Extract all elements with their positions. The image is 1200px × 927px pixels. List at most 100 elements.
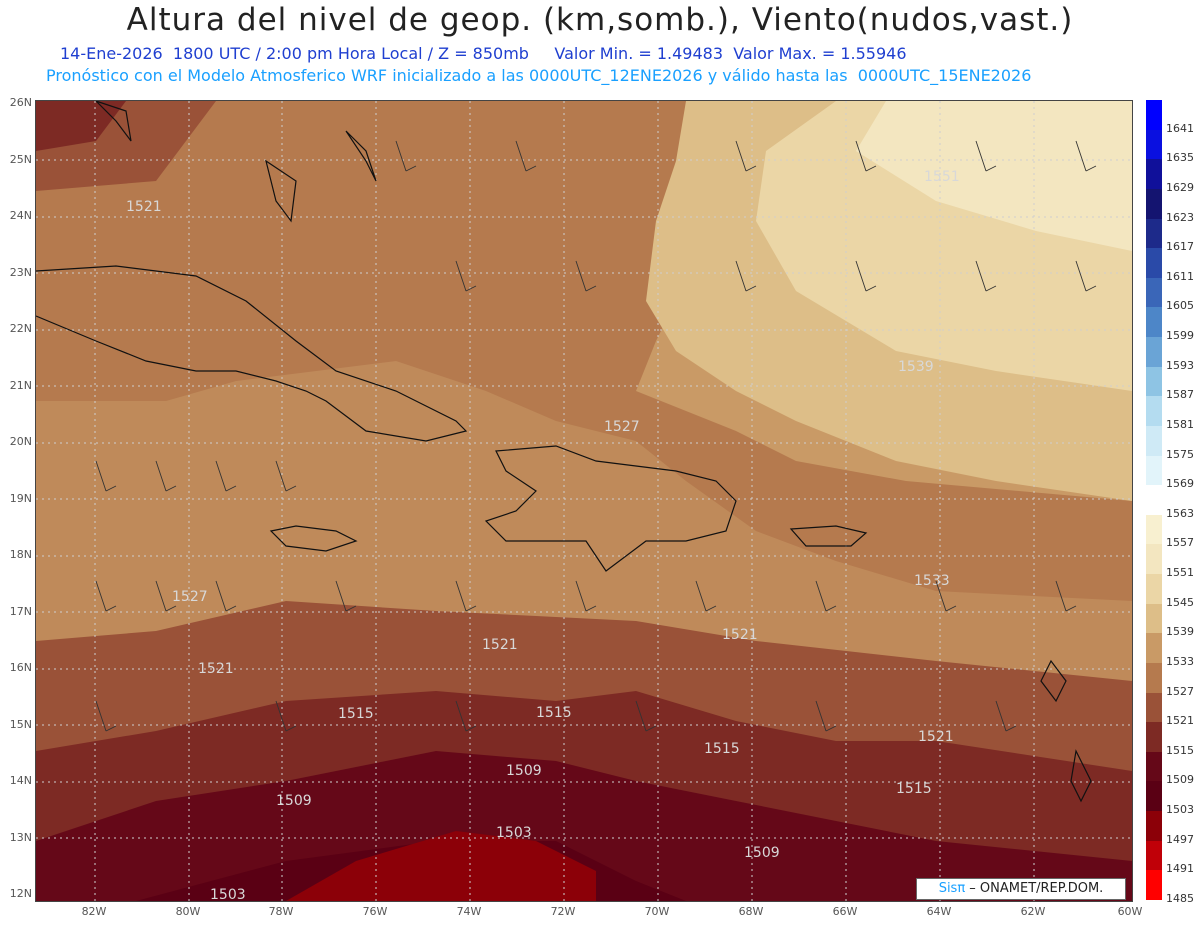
colorbar-label: 1599 bbox=[1166, 329, 1194, 343]
contour-label: 1527 bbox=[172, 589, 208, 605]
colorbar-swatch bbox=[1146, 544, 1162, 575]
lat-label: 23N bbox=[9, 266, 32, 279]
colorbar-label: 1557 bbox=[1166, 536, 1194, 550]
colorbar-swatch bbox=[1146, 129, 1162, 160]
colorbar-label: 1587 bbox=[1166, 388, 1194, 402]
contour-label: 1521 bbox=[482, 637, 518, 653]
lon-label: 82W bbox=[81, 905, 107, 918]
credit-text: – ONAMET/REP.DOM. bbox=[965, 881, 1104, 896]
lon-label: 80W bbox=[175, 905, 201, 918]
contour-label: 1509 bbox=[276, 793, 312, 809]
contour-label: 1515 bbox=[338, 706, 374, 722]
contour-label: 1521 bbox=[198, 661, 234, 677]
colorbar-swatch bbox=[1146, 781, 1162, 812]
colorbar-label: 1533 bbox=[1166, 654, 1194, 668]
map-title: Altura del nivel de geop. (km,somb.), Vi… bbox=[126, 2, 1074, 38]
colorbar-swatch bbox=[1146, 159, 1162, 189]
colorbar-label: 1569 bbox=[1166, 477, 1194, 491]
band-1551 bbox=[856, 101, 1132, 251]
lon-label: 76W bbox=[362, 905, 388, 918]
bahamas-eleuthera bbox=[345, 130, 377, 182]
lat-label: 24N bbox=[9, 209, 32, 222]
colorbar-swatch bbox=[1146, 840, 1162, 871]
lon-label: 68W bbox=[738, 905, 764, 918]
colorbar-label: 1491 bbox=[1166, 862, 1194, 876]
colorbar-swatch bbox=[1146, 337, 1162, 367]
lon-label: 64W bbox=[926, 905, 952, 918]
colorbar-swatch bbox=[1146, 662, 1162, 693]
colorbar-label: 1509 bbox=[1166, 773, 1194, 787]
lat-label: 15N bbox=[9, 718, 32, 731]
colorbar-label: 1641 bbox=[1166, 121, 1194, 135]
band-1515-north bbox=[36, 101, 126, 151]
contour-label: 1527 bbox=[604, 419, 640, 435]
colorbar-swatch bbox=[1146, 485, 1162, 515]
band-1497-south bbox=[286, 831, 596, 901]
colorbar-swatch bbox=[1146, 514, 1162, 545]
colorbar-label: 1575 bbox=[1166, 447, 1194, 461]
colorbar-label: 1605 bbox=[1166, 299, 1194, 313]
wind-barbs bbox=[95, 140, 1097, 732]
lat-label: 16N bbox=[9, 661, 32, 674]
colorbar-label: 1545 bbox=[1166, 595, 1194, 609]
colorbar-label: 1617 bbox=[1166, 240, 1194, 254]
lon-label: 70W bbox=[644, 905, 670, 918]
map-canvas: 1551 1539 1527 1521 1527 1521 1521 1521 … bbox=[36, 101, 1132, 901]
lat-label: 20N bbox=[9, 435, 32, 448]
colorbar-label: 1593 bbox=[1166, 358, 1194, 372]
contour-label: 1509 bbox=[744, 845, 780, 861]
contour-labels: 1551 1539 1527 1521 1527 1521 1521 1521 … bbox=[126, 169, 960, 901]
jamaica-coast bbox=[269, 525, 358, 552]
lat-label: 17N bbox=[9, 605, 32, 618]
hispaniola-coast bbox=[484, 445, 737, 572]
colorbar-swatch bbox=[1146, 100, 1162, 130]
lon-label: 74W bbox=[456, 905, 482, 918]
colorbar-swatch bbox=[1146, 811, 1162, 841]
colorbar-swatch bbox=[1146, 218, 1162, 249]
lon-label: 62W bbox=[1020, 905, 1046, 918]
lat-lon-grid bbox=[36, 101, 1132, 901]
colorbar-label: 1515 bbox=[1166, 743, 1194, 757]
credit-brand: Sisπ bbox=[938, 881, 966, 896]
lon-label: 72W bbox=[550, 905, 576, 918]
colorbar-swatch bbox=[1146, 603, 1162, 634]
colorbar-label: 1521 bbox=[1166, 714, 1194, 728]
credit-box: Sisπ – ONAMET/REP.DOM. bbox=[916, 878, 1126, 900]
lat-label: 12N bbox=[9, 887, 32, 900]
colorbar-swatch bbox=[1146, 692, 1162, 723]
contour-label: 1503 bbox=[496, 825, 532, 841]
contour-label: 1521 bbox=[722, 627, 758, 643]
contour-label: 1515 bbox=[536, 705, 572, 721]
lat-label: 14N bbox=[9, 774, 32, 787]
colorbar-label: 1611 bbox=[1166, 269, 1194, 283]
colorbar-swatch bbox=[1146, 366, 1162, 397]
lat-label: 13N bbox=[9, 831, 32, 844]
contour-label: 1539 bbox=[898, 359, 934, 375]
bahamas-andros bbox=[265, 159, 297, 223]
colorbar-swatch bbox=[1146, 751, 1162, 782]
colorbar-swatch bbox=[1146, 722, 1162, 752]
colorbar-swatch bbox=[1146, 248, 1162, 278]
contour-label: 1533 bbox=[914, 573, 950, 589]
contour-label: 1509 bbox=[506, 763, 542, 779]
colorbar-swatch bbox=[1146, 455, 1162, 486]
colorbar-label: 1497 bbox=[1166, 832, 1194, 846]
lat-label: 26N bbox=[9, 96, 32, 109]
puerto-rico-coast bbox=[789, 525, 868, 547]
contour-label: 1515 bbox=[896, 781, 932, 797]
lon-label: 66W bbox=[832, 905, 858, 918]
colorbar-swatch bbox=[1146, 307, 1162, 338]
lat-label: 19N bbox=[9, 492, 32, 505]
lon-label: 60W bbox=[1117, 905, 1143, 918]
lat-label: 18N bbox=[9, 548, 32, 561]
colorbar-swatch bbox=[1146, 396, 1162, 426]
lat-label: 25N bbox=[9, 153, 32, 166]
forecast-time-subtitle: 14-Ene-2026 1800 UTC / 2:00 pm Hora Loca… bbox=[60, 44, 907, 63]
contour-label: 1521 bbox=[918, 729, 954, 745]
contour-label: 1521 bbox=[126, 199, 162, 215]
colorbar-label: 1635 bbox=[1166, 151, 1194, 165]
colorbar-swatch bbox=[1146, 870, 1162, 900]
colorbar-label: 1629 bbox=[1166, 180, 1194, 194]
cuba-coast bbox=[36, 265, 468, 442]
colorbar-swatch bbox=[1146, 277, 1162, 308]
